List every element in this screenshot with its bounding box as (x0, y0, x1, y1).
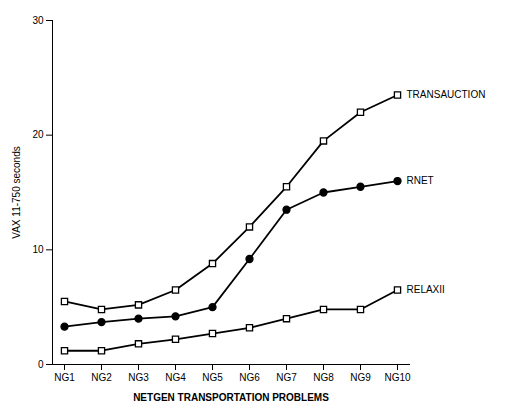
svg-text:RNET: RNET (407, 175, 434, 186)
svg-text:NG1: NG1 (54, 372, 75, 383)
svg-text:NG5: NG5 (202, 372, 223, 383)
svg-text:RELAXII: RELAXII (407, 284, 445, 295)
svg-text:NG6: NG6 (239, 372, 260, 383)
svg-text:TRANSAUCTION: TRANSAUCTION (407, 89, 486, 100)
svg-text:NG9: NG9 (350, 372, 371, 383)
svg-text:20: 20 (32, 129, 44, 140)
svg-text:10: 10 (32, 244, 44, 255)
svg-text:0: 0 (38, 359, 44, 370)
svg-text:30: 30 (32, 15, 44, 26)
svg-text:NG7: NG7 (276, 372, 297, 383)
svg-text:NG3: NG3 (128, 372, 149, 383)
svg-text:NG8: NG8 (313, 372, 334, 383)
svg-text:NG10: NG10 (384, 372, 411, 383)
svg-text:VAX 11-750 seconds: VAX 11-750 seconds (11, 146, 22, 238)
svg-text:NETGEN TRANSPORTATION PROBLEMS: NETGEN TRANSPORTATION PROBLEMS (133, 392, 329, 403)
svg-text:NG4: NG4 (165, 372, 186, 383)
svg-text:NG2: NG2 (91, 372, 112, 383)
